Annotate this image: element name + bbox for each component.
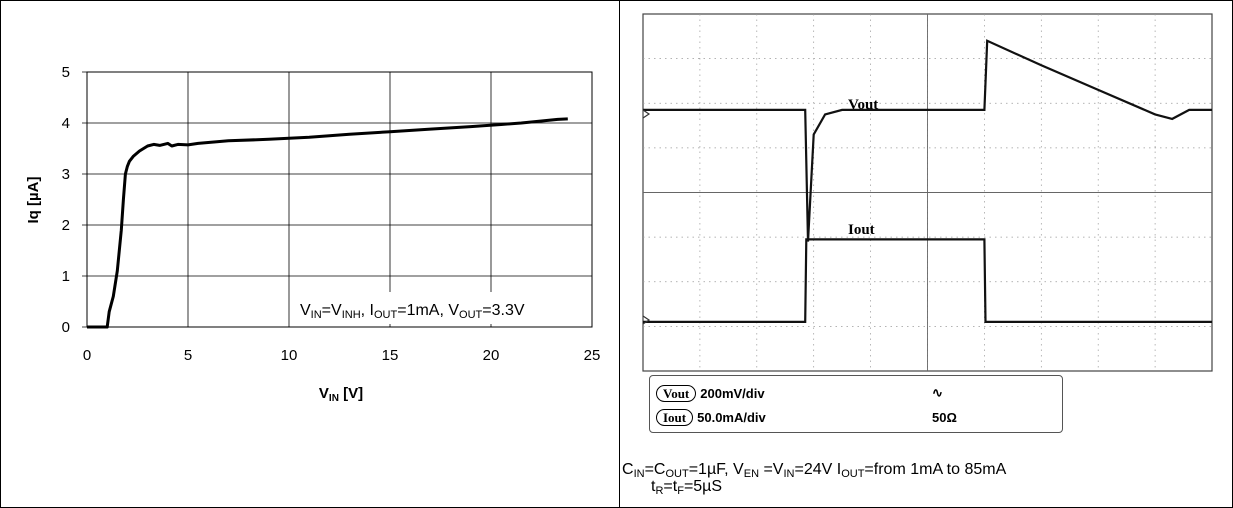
iout-scale: 50.0mA/div — [697, 409, 766, 425]
y-tick-label: 3 — [62, 166, 70, 183]
test-conditions-line2: tR=tF=5µS — [651, 478, 723, 498]
y-axis-label: Iq [µA] — [25, 177, 42, 224]
scope-graticule — [643, 14, 1212, 371]
x-tick-label: 0 — [83, 347, 91, 364]
y-tick-label: 2 — [62, 217, 70, 234]
annotation-box — [292, 292, 590, 324]
x-tick-label: 5 — [184, 347, 192, 364]
vout-trace-label: Vout — [848, 97, 878, 113]
iq-vs-vin-chart: 0 5 10 15 20 25 0 1 2 3 4 5 Iq [µA] VIN [V] VIN=VI… — [25, 64, 601, 404]
iout-trace — [643, 238, 1212, 323]
legend-row-vout: Vout 200mV/div — [656, 383, 765, 403]
iout-trace-label: Iout — [848, 222, 875, 238]
y-tick-label: 5 — [62, 64, 70, 81]
impedance-label: 50Ω — [932, 410, 957, 425]
test-conditions-line1: CIN=COUT=1µF, VEN =VIN=24V IOUT=from 1mA… — [622, 461, 1007, 481]
panel-divider — [619, 0, 620, 508]
iout-channel-badge: Iout — [656, 408, 694, 426]
y-tick-label: 4 — [62, 115, 70, 132]
x-tick-label: 20 — [483, 347, 500, 364]
vout-channel-badge: Vout — [656, 384, 697, 402]
y-tick-label: 1 — [62, 268, 70, 285]
y-tick-label: 0 — [62, 319, 70, 336]
iq-curve — [87, 117, 568, 329]
legend-row-iout: Iout 50.0mA/div — [656, 407, 766, 427]
y-tick-labels: 0 1 2 3 4 5 — [62, 64, 70, 336]
x-axis-label: VIN [V] — [319, 385, 363, 404]
ch2-marker-icon — [642, 315, 651, 325]
bandwidth-icon: ∿ — [932, 385, 943, 400]
conditions-annotation: VIN=VINH, IOUT=1mA, VOUT=3.3V — [300, 302, 525, 321]
x-tick-labels: 0 5 10 15 20 25 — [83, 347, 601, 364]
plot-area-border — [86, 71, 593, 328]
x-tick-label: 15 — [382, 347, 399, 364]
vout-scale: 200mV/div — [700, 385, 765, 401]
x-tick-label: 10 — [281, 347, 298, 364]
ch1-marker-icon — [642, 109, 651, 119]
x-tick-label: 25 — [584, 347, 601, 364]
scope-legend: Vout 200mV/div ∿ Iout 50.0mA/div 50Ω — [649, 375, 1063, 433]
vout-trace — [643, 39, 1212, 242]
